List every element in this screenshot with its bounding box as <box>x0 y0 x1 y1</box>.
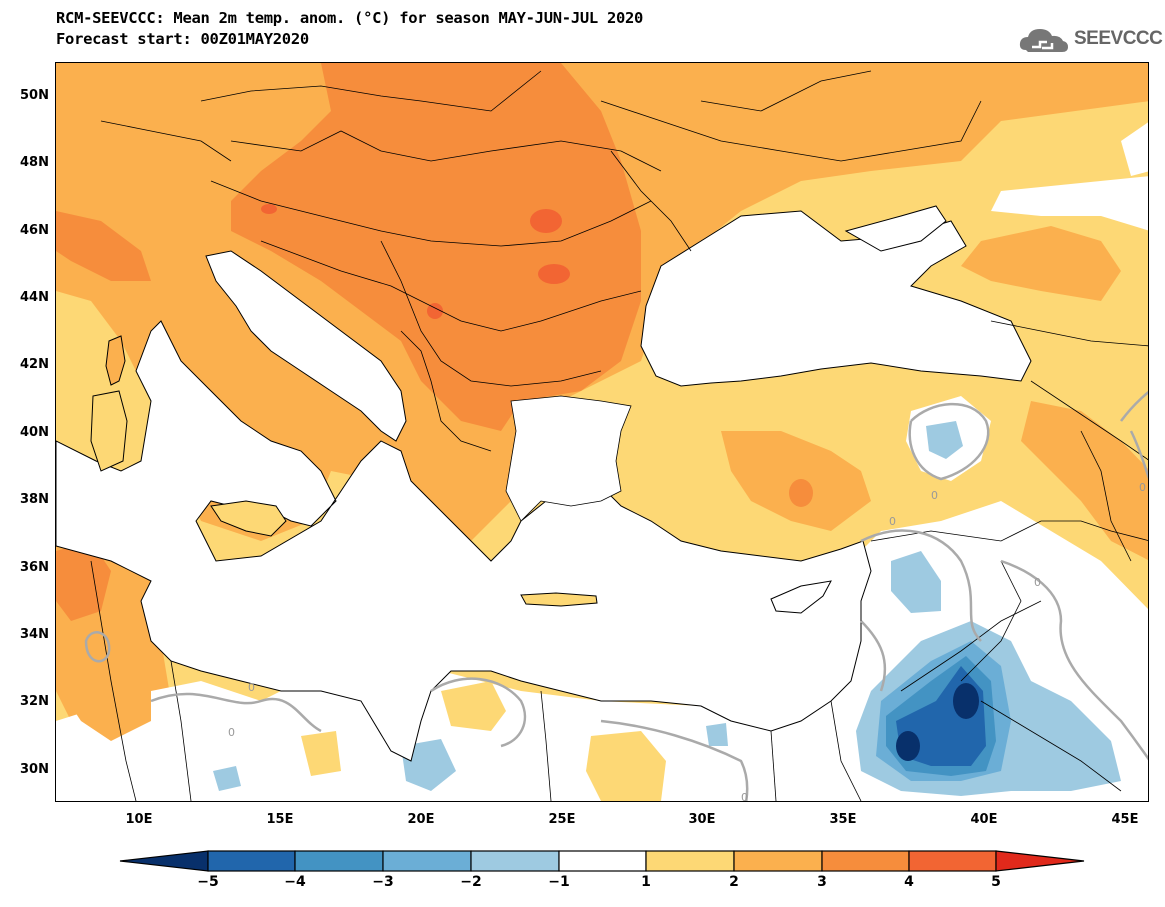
lat-label: 36N <box>20 560 49 575</box>
contour-label: 0 <box>931 489 938 502</box>
zero-contours <box>84 390 1148 801</box>
colorbar-label: −2 <box>460 874 482 890</box>
anomaly-fill-4-5 <box>427 303 443 319</box>
colorbar-label: −1 <box>548 874 570 890</box>
corsica <box>105 335 126 386</box>
azov-sea <box>844 205 947 252</box>
anomaly-fill-4-5 <box>530 209 562 233</box>
sicily <box>210 500 287 537</box>
lon-label: 10E <box>125 812 153 827</box>
seevccc-logo: SEEVCCC <box>1018 22 1163 56</box>
forecast-start-subtitle: Forecast start: 00Z01MAY2020 <box>56 30 309 48</box>
anomaly-fill-minus-1-minus-2 <box>926 421 963 459</box>
mediterranean-sea <box>56 320 872 762</box>
sardinia <box>90 390 128 472</box>
lat-label: 46N <box>20 223 49 238</box>
contour-label: 0 <box>1139 481 1146 494</box>
contour-label: 0 <box>889 515 896 528</box>
colorbar-segment <box>294 850 384 872</box>
anomaly-fill-2-3 <box>961 226 1121 301</box>
cyprus <box>770 580 832 614</box>
colorbar-label: −4 <box>284 874 306 890</box>
contour-label: 0 <box>228 726 235 739</box>
country-borders <box>90 70 1148 801</box>
colorbar-segment <box>995 850 1085 872</box>
colorbar-label: −3 <box>372 874 394 890</box>
temperature-anomaly-map: 0 0 0 0 0 0 0 <box>55 62 1149 802</box>
lon-label: 25E <box>548 812 576 827</box>
colorbar-segment <box>119 850 209 872</box>
black-sea <box>640 210 1032 387</box>
lat-label: 30N <box>20 762 49 777</box>
anomaly-fill-below-minus-5 <box>896 731 920 761</box>
anomaly-fill-3-4 <box>56 541 111 621</box>
colorbar-label: 1 <box>641 874 651 890</box>
colorbar-segment <box>207 850 296 872</box>
logo-text: SEEVCCC <box>1074 28 1163 49</box>
colorbar-segment <box>558 850 647 872</box>
contour-labels: 0 0 0 0 0 0 0 <box>228 481 1146 802</box>
anomaly-fill-3-4 <box>231 63 641 431</box>
anomaly-fill-2-3 <box>1021 401 1148 560</box>
colorbar-label: 5 <box>991 874 1001 890</box>
lon-label: 45E <box>1111 812 1139 827</box>
crete <box>520 592 598 607</box>
anomaly-fill-1-2 <box>301 731 341 776</box>
lon-label: 35E <box>829 812 857 827</box>
contour-label: 0 <box>248 681 255 694</box>
anomaly-fill-1-2 <box>441 681 506 731</box>
colorbar-label: 4 <box>904 874 914 890</box>
contour-label: 0 <box>741 791 748 802</box>
lat-label: 38N <box>20 492 49 507</box>
anomaly-fill-1-2 <box>586 731 666 801</box>
colorbar-label: 3 <box>817 874 827 890</box>
lat-label: 34N <box>20 627 49 642</box>
anomaly-fill-minus-1-minus-2 <box>706 723 728 746</box>
anomaly-fill-3-4 <box>789 479 813 507</box>
cloud-icon <box>1019 29 1068 52</box>
colorbar-segment <box>645 850 735 872</box>
lat-label: 42N <box>20 357 49 372</box>
lon-label: 20E <box>407 812 435 827</box>
colorbar-label: −5 <box>197 874 219 890</box>
map-canvas: 0 0 0 0 0 0 0 <box>56 63 1148 802</box>
anomaly-fill-near-zero <box>1121 122 1148 176</box>
anomaly-fill-below-minus-5 <box>953 683 979 719</box>
contour-label: 0 <box>1034 576 1041 589</box>
anomaly-fill-2-3 <box>61 631 151 741</box>
lat-label: 44N <box>20 290 49 305</box>
lat-label: 50N <box>20 88 49 103</box>
adriatic-sea <box>205 250 407 442</box>
anomaly-fill-minus-1-minus-2 <box>891 551 941 613</box>
colorbar-segment <box>821 850 910 872</box>
anomaly-fill-4-5 <box>261 204 277 214</box>
lat-label: 32N <box>20 694 49 709</box>
lat-label: 48N <box>20 155 49 170</box>
lat-label: 40N <box>20 425 49 440</box>
anomaly-fill-minus-1-minus-2 <box>401 739 456 791</box>
colorbar-segment <box>908 850 997 872</box>
anomaly-fill-near-zero <box>991 176 1148 231</box>
anomaly-fill-minus-1-minus-2 <box>213 766 241 791</box>
anomaly-fill-4-5 <box>538 264 570 284</box>
map-title: RCM-SEEVCCC: Mean 2m temp. anom. (°C) fo… <box>56 9 644 27</box>
colorbar-label: 2 <box>729 874 739 890</box>
lon-label: 15E <box>266 812 294 827</box>
lon-label: 40E <box>970 812 998 827</box>
colorbar-segment <box>470 850 560 872</box>
colorbar-segment <box>733 850 823 872</box>
anomaly-fill-3-4 <box>56 211 151 281</box>
lon-label: 30E <box>688 812 716 827</box>
aegean-sea <box>505 395 632 522</box>
colorbar-segment <box>382 850 472 872</box>
